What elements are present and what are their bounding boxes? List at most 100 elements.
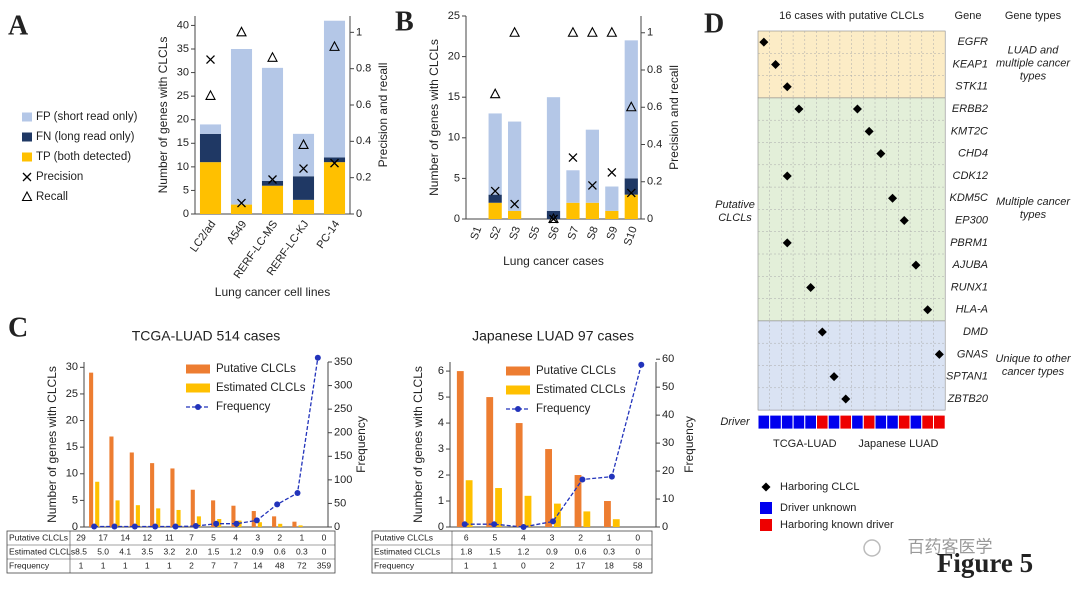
y-tick-label: 0: [454, 213, 460, 225]
y2-tick-label: 1: [647, 27, 653, 39]
bar-segment: [605, 210, 619, 219]
panel-label: C: [8, 312, 28, 343]
clcl-diamond: [817, 327, 827, 337]
chart-title: Japanese LUAD 97 cases: [472, 328, 634, 344]
table-cell: 7: [233, 560, 238, 570]
clcl-diamond: [759, 37, 769, 47]
table-cell: 0.3: [603, 546, 615, 556]
legend-label: Estimated CLCLs: [216, 382, 306, 394]
clcl-diamond: [852, 104, 862, 114]
table-cell: 5: [492, 532, 497, 542]
y-axis-label: Number of genes with CLCLs: [427, 39, 441, 196]
table-cell: 1: [79, 560, 84, 570]
table-cell: 17: [98, 532, 108, 542]
recall-marker: [298, 138, 309, 150]
table-cell: 1.2: [518, 546, 530, 556]
gene-name: HLA-A: [956, 304, 988, 316]
table-cell: 1: [167, 560, 172, 570]
gene-type-label: Unique to other cancer types: [995, 352, 1071, 378]
clcl-diamond: [899, 216, 909, 226]
y2-axis-label: Precision and recall: [667, 65, 681, 170]
table-cell: 0.6: [274, 546, 286, 556]
clcl-diamond: [782, 82, 792, 92]
table-cell: 5: [211, 532, 216, 542]
bar: [95, 481, 100, 527]
table-cell: 58: [633, 560, 643, 570]
gene-name: STK11: [955, 81, 988, 93]
y2-tick-label: 0.2: [356, 172, 371, 184]
table-cell: 14: [253, 560, 263, 570]
x-tick-label: S2: [488, 225, 504, 242]
bar-segment: [292, 133, 315, 177]
legend-diamond: [761, 482, 771, 492]
bar: [486, 397, 494, 527]
table-cell: 12: [143, 532, 153, 542]
bar: [456, 371, 464, 527]
y-axis-label: Number of genes with CLCLs: [156, 37, 170, 194]
bar: [583, 511, 591, 527]
table-cell: 1: [101, 560, 106, 570]
y-tick-label: 10: [66, 468, 78, 480]
x-axis-label: Lung cancer cases: [503, 254, 604, 268]
bar: [156, 508, 161, 527]
table-cell: 1.2: [230, 546, 242, 556]
table-cell: 1: [300, 532, 305, 542]
frequency-point: [172, 523, 179, 530]
frequency-point: [233, 520, 240, 527]
table-cell: 1.5: [489, 546, 501, 556]
legend-swatch: [186, 364, 210, 374]
y2-tick-label: 0.6: [356, 99, 371, 111]
y-tick-label: 25: [66, 388, 78, 400]
y2-tick-label: 60: [662, 353, 674, 365]
y-tick-label: 15: [177, 137, 189, 149]
bar-segment: [323, 157, 346, 163]
bar: [574, 475, 582, 527]
bar: [604, 501, 611, 527]
table-cell: 1: [145, 560, 150, 570]
table-row-label: Putative CLCLs: [374, 532, 433, 542]
gene-name: CDK12: [953, 170, 988, 182]
y-tick-label: 20: [448, 51, 460, 63]
bar-segment: [199, 133, 222, 163]
table-row-label: Frequency: [374, 560, 415, 570]
table-cell: 8.5: [75, 546, 87, 556]
y2-tick-label: 20: [662, 465, 674, 477]
frequency-line: [94, 357, 319, 528]
gene-name: KDM5C: [949, 192, 988, 204]
table-cell: 6: [464, 532, 469, 542]
y-tick-label: 5: [454, 172, 460, 184]
frequency-point: [579, 476, 586, 483]
y-tick-label: 25: [177, 90, 189, 102]
y-tick-label: 10: [177, 161, 189, 173]
driver-cell: [780, 414, 794, 430]
y2-tick-label: 0.4: [647, 138, 662, 150]
legend-label: FN (long read only): [36, 131, 135, 143]
driver-cell: [897, 414, 911, 430]
precision-marker: [330, 158, 339, 168]
bar-segment: [230, 49, 253, 205]
frequency-point: [274, 501, 281, 508]
legend-dot: [515, 406, 521, 412]
recall-marker: [606, 26, 618, 37]
x-tick-label: S10: [622, 225, 640, 248]
bar: [89, 372, 94, 527]
legend-label: Driver unknown: [780, 502, 856, 514]
clcl-diamond: [782, 238, 792, 248]
table-cell: 17: [576, 560, 586, 570]
clcl-diamond: [782, 171, 792, 181]
y2-tick-label: 150: [334, 450, 352, 462]
bar: [115, 500, 120, 527]
legend-label: Estimated CLCLs: [536, 384, 626, 396]
legend-label: Putative CLCLs: [536, 365, 616, 377]
table-cell: 4: [521, 532, 526, 542]
recall-marker: [21, 190, 33, 202]
table-cell: 72: [297, 560, 307, 570]
table-cell: 0: [635, 532, 640, 542]
clcl-diamond: [934, 349, 944, 359]
precision-marker: [268, 175, 277, 184]
bar: [272, 516, 277, 527]
frequency-point: [152, 523, 159, 530]
legend-label: Putative CLCLs: [216, 363, 296, 375]
